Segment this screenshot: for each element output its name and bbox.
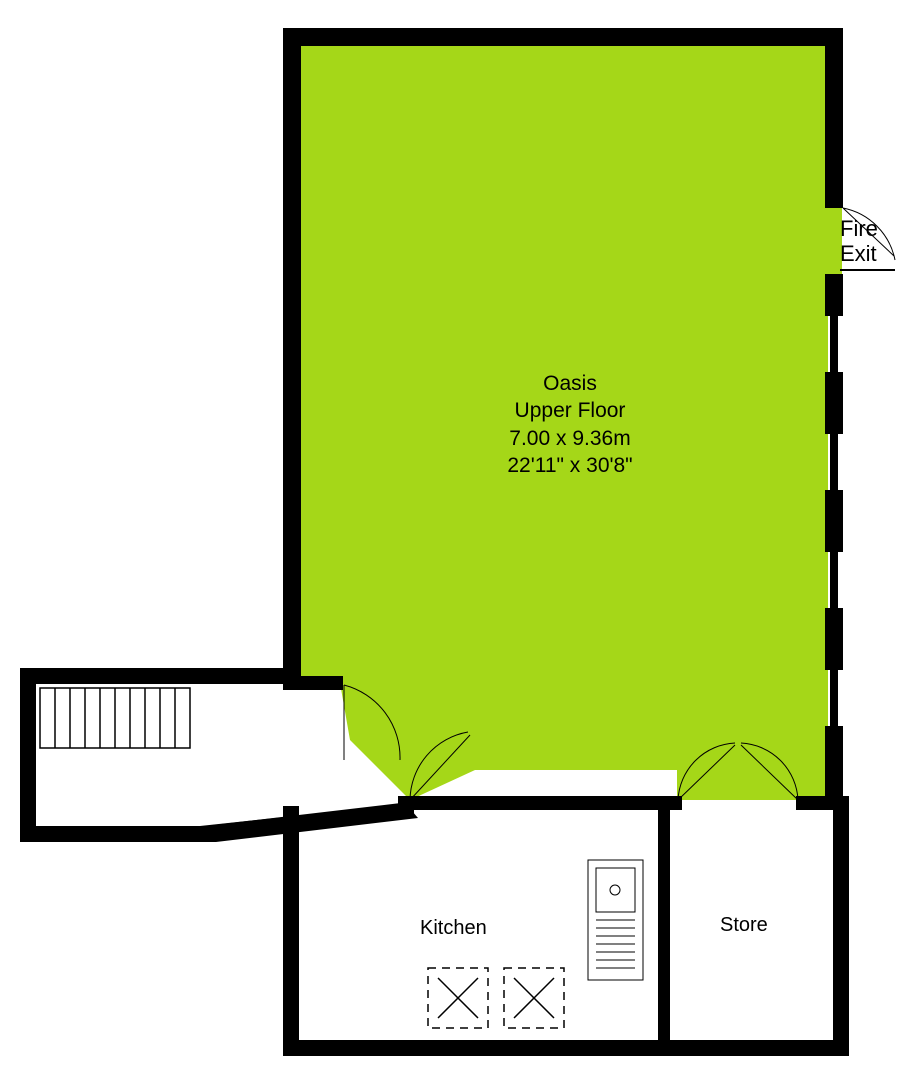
wall-lower-left — [283, 806, 299, 1056]
window-4 — [830, 670, 838, 726]
kitchen-sink-icon — [588, 860, 643, 980]
wall-main-right-2 — [825, 274, 843, 316]
stairs-icon — [40, 688, 190, 748]
wall-lower-right — [833, 796, 849, 1056]
main-room-line4: 22'11" x 30'8" — [507, 454, 632, 477]
wall-mid-c — [468, 796, 666, 810]
window-2 — [830, 434, 838, 490]
wall-stair-top — [20, 668, 301, 684]
wall-main-right-6 — [825, 726, 843, 808]
main-room-label: Oasis Upper Floor 7.00 x 9.36m 22'11" x … — [430, 370, 710, 479]
wall-main-right-3 — [825, 372, 843, 434]
wall-stair-left — [20, 668, 36, 842]
wall-main-right-4 — [825, 490, 843, 552]
fire-exit-label: Fire Exit — [840, 216, 878, 267]
main-room-line3: 7.00 x 9.36m — [509, 427, 630, 450]
fire-exit-text-1: Fire — [840, 216, 878, 241]
wall-top — [283, 28, 843, 46]
wall-stub-2b — [400, 796, 414, 816]
wall-mid-r — [796, 796, 845, 810]
kitchen-label: Kitchen — [420, 915, 487, 941]
store-label: Store — [720, 912, 768, 938]
window-3 — [830, 552, 838, 608]
main-room-line2: Upper Floor — [515, 399, 626, 422]
fire-exit-text-2: Exit — [840, 241, 877, 266]
wall-kitchen-store — [658, 804, 670, 1048]
wall-lower-bottom — [283, 1040, 849, 1056]
wall-main-left — [283, 28, 301, 676]
wall-stub-1 — [283, 676, 343, 690]
window-1 — [830, 316, 838, 372]
wall-main-right-1 — [825, 28, 843, 208]
wall-main-right-5 — [825, 608, 843, 670]
main-room-line1: Oasis — [543, 372, 597, 395]
floorplan-canvas: Fire Exit Oasis Upper Floor 7.00 x 9.36m… — [0, 0, 908, 1092]
wall-stair-bottom — [20, 826, 210, 842]
